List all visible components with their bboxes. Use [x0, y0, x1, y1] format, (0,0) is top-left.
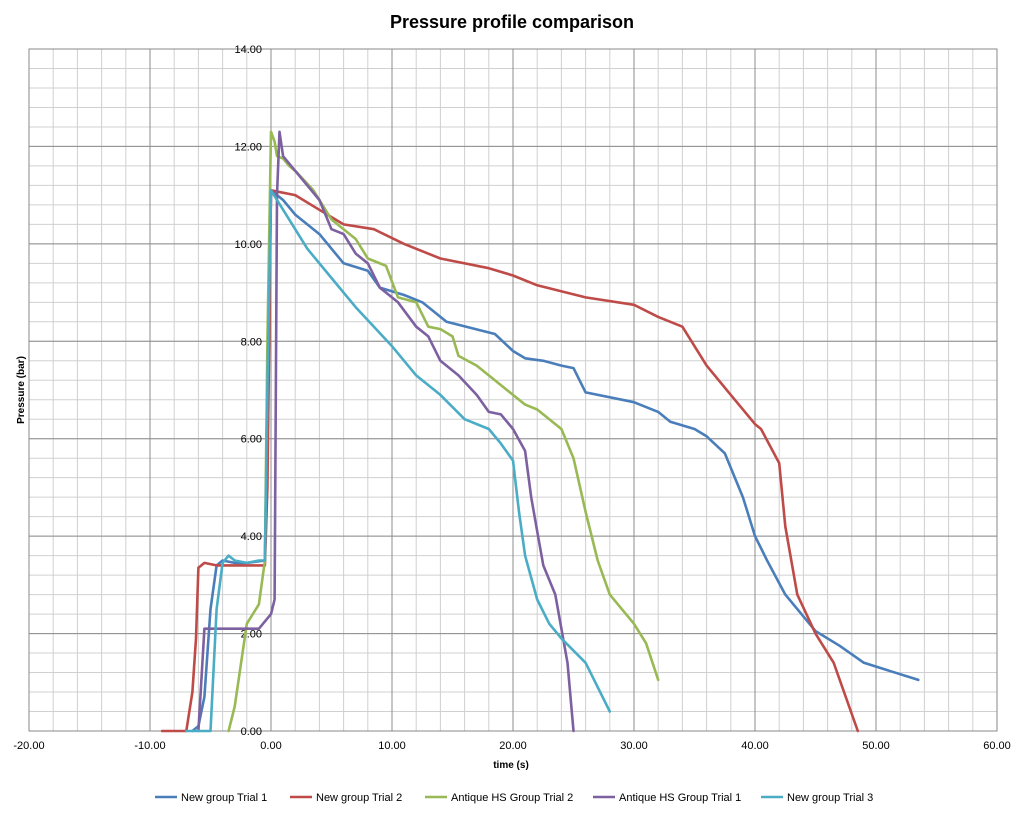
- y-tick-label: 8.00: [241, 336, 262, 348]
- legend: New group Trial 1 New group Trial 2 Antiqu…: [155, 792, 873, 804]
- y-tick-label: 14.00: [234, 44, 262, 56]
- x-tick-label: 30.00: [620, 740, 648, 752]
- x-axis-label: time (s): [493, 760, 529, 771]
- legend-label-2: New group Trial 2: [316, 792, 402, 804]
- x-tick-label: -20.00: [13, 740, 44, 752]
- y-tick-label: 6.00: [241, 434, 262, 446]
- series-lines: [160, 130, 920, 733]
- x-tick-label: 10.00: [378, 740, 406, 752]
- series-line-2: [160, 189, 860, 733]
- legend-label-3: Antique HS Group Trial 2: [451, 792, 573, 804]
- x-tick-label: 60.00: [983, 740, 1011, 752]
- legend-label-4: Antique HS Group Trial 1: [619, 792, 741, 804]
- series-line-4: [197, 130, 575, 733]
- series-line-5: [185, 189, 612, 733]
- y-tick-label: 10.00: [234, 239, 262, 251]
- y-axis-label: Pressure (bar): [16, 356, 27, 424]
- x-tick-label: 20.00: [499, 740, 527, 752]
- x-tick-label: 40.00: [741, 740, 769, 752]
- x-tick-label: -10.00: [134, 740, 165, 752]
- y-tick-label: 12.00: [234, 141, 262, 153]
- chart-title: Pressure profile comparison: [390, 12, 634, 32]
- legend-label-1: New group Trial 1: [181, 792, 267, 804]
- legend-label-5: New group Trial 3: [787, 792, 873, 804]
- y-tick-label: 4.00: [241, 531, 262, 543]
- x-axis-tick-labels: -20.00 -10.00 0.00 10.00 20.00 30.00 40.00 50.0…: [13, 740, 1010, 752]
- y-tick-label: 0.00: [241, 726, 262, 738]
- plot-area-border: [28, 48, 998, 732]
- x-tick-label: 0.00: [260, 740, 281, 752]
- x-tick-label: 50.00: [862, 740, 890, 752]
